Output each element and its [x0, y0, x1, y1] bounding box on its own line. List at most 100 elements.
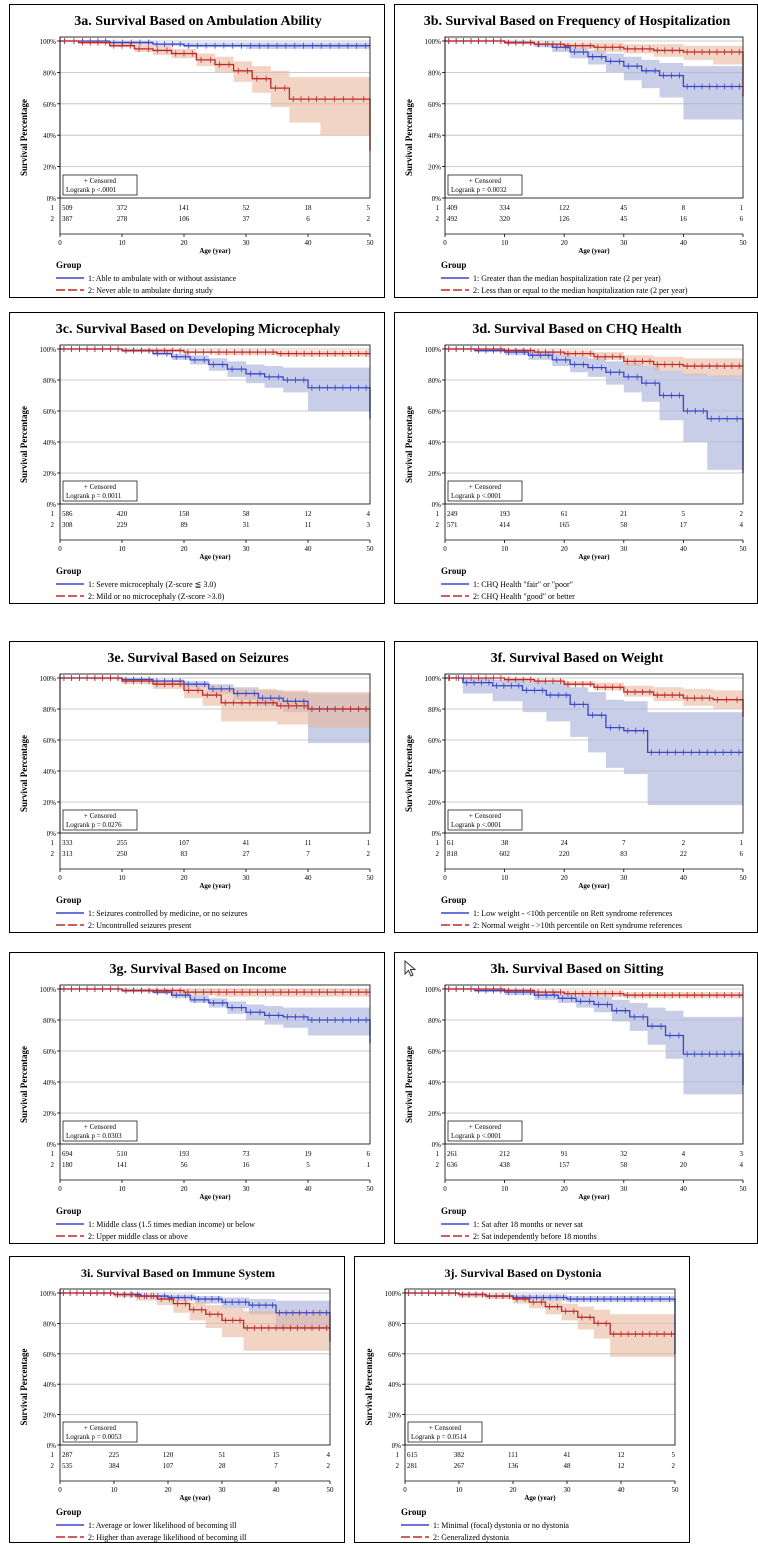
at-risk-group-label: 2 [436, 215, 440, 223]
x-tick-label: 50 [367, 1185, 375, 1193]
at-risk-count: 2 [682, 839, 686, 847]
at-risk-count: 56 [181, 1161, 189, 1169]
at-risk-count: 193 [499, 510, 510, 518]
legend-entry: 1: CHQ Health "fair" or "poor" [473, 580, 573, 589]
at-risk-count: 180 [62, 1161, 73, 1169]
x-tick-label: 40 [680, 545, 688, 553]
legend-title: Group [56, 566, 81, 576]
confidence-band-group-2 [60, 678, 370, 728]
x-tick-label: 10 [456, 1486, 464, 1494]
y-tick-label: 100% [40, 1290, 57, 1298]
at-risk-count: 278 [117, 215, 128, 223]
chart-panel-3i: 3i. Survival Based on Immune System 0% 20%… [9, 1256, 345, 1543]
at-risk-count: 4 [367, 510, 371, 518]
x-tick-label: 30 [620, 239, 628, 247]
at-risk-count: 586 [62, 510, 73, 518]
chart-title: 3e. Survival Based on Seizures [107, 651, 289, 666]
at-risk-count: 1 [367, 1161, 371, 1169]
y-tick-label: 80% [428, 1017, 441, 1025]
x-tick-label: 0 [443, 545, 447, 553]
censor-logrank-box [62, 480, 138, 502]
x-axis-label: Age (year) [578, 247, 610, 255]
at-risk-count: 409 [447, 204, 458, 212]
at-risk-count: 7 [622, 839, 626, 847]
legend-entry: 2: Mild or no microcephaly (Z-score >3.0… [88, 592, 225, 601]
at-risk-count: 12 [305, 510, 313, 518]
x-axis-label: Age (year) [199, 1193, 231, 1201]
x-tick-label: 30 [620, 545, 628, 553]
at-risk-count: 420 [117, 510, 128, 518]
y-tick-label: 60% [428, 737, 441, 745]
y-tick-label: 100% [385, 1290, 402, 1298]
x-tick-label: 40 [680, 874, 688, 882]
at-risk-count: 212 [499, 1150, 510, 1158]
at-risk-count: 18 [305, 204, 313, 212]
legend-entry: 2: Uncontrolled seizures present [88, 921, 192, 930]
x-axis-label: Age (year) [199, 247, 231, 255]
at-risk-count: 267 [454, 1462, 465, 1470]
chart-title: 3d. Survival Based on CHQ Health [472, 322, 681, 337]
censor-logrank-box [447, 809, 523, 831]
survival-chart-3f: 3f. Survival Based on Weight 0% 20% 40% 60% 8… [404, 651, 747, 930]
survival-line-group-2 [445, 348, 743, 367]
at-risk-count: 225 [109, 1451, 120, 1459]
logrank-label: Logrank p = 0.0514 [411, 1433, 467, 1441]
at-risk-count: 45 [620, 215, 628, 223]
x-tick-label: 0 [443, 874, 447, 882]
at-risk-count: 2 [740, 510, 744, 518]
x-tick-label: 40 [305, 1185, 313, 1193]
at-risk-count: 602 [499, 850, 510, 858]
x-axis-label: Age (year) [578, 553, 610, 561]
y-tick-label: 100% [40, 346, 57, 354]
at-risk-count: 107 [179, 839, 190, 847]
logrank-label: Logrank p <.0001 [451, 492, 502, 500]
survival-line-group-2 [445, 677, 744, 717]
y-tick-label: 20% [43, 799, 56, 807]
x-tick-label: 50 [327, 1486, 335, 1494]
legend-entry: 1: Seizures controlled by medicine, or n… [88, 909, 248, 918]
confidence-band-group-2 [445, 349, 743, 377]
censored-label: + Censored [469, 483, 502, 491]
y-axis-label: Survival Percentage [364, 1348, 374, 1425]
x-tick-label: 50 [672, 1486, 680, 1494]
at-risk-count: 21 [620, 510, 628, 518]
legend-entry: 2: Sat independently before 18 months [473, 1232, 597, 1241]
at-risk-group-label: 1 [436, 839, 440, 847]
x-tick-label: 0 [58, 1185, 62, 1193]
logrank-label: Logrank p <.0001 [451, 821, 502, 829]
legend-title: Group [441, 566, 466, 576]
at-risk-count: 2 [367, 850, 371, 858]
y-tick-label: 100% [40, 38, 57, 46]
at-risk-count: 510 [117, 1150, 128, 1158]
x-tick-label: 50 [740, 239, 748, 247]
legend-entry: 2: Less than or equal to the median hosp… [473, 286, 688, 295]
x-axis-label: Age (year) [524, 1494, 556, 1502]
at-risk-group-label: 1 [436, 510, 440, 518]
at-risk-count: 52 [243, 204, 251, 212]
legend-entry: 2: CHQ Health "good" or better [473, 592, 575, 601]
at-risk-count: 2 [367, 215, 371, 223]
at-risk-count: 535 [62, 1462, 73, 1470]
at-risk-count: 73 [243, 1150, 251, 1158]
at-risk-count: 32 [620, 1150, 628, 1158]
survival-line-group-2 [60, 40, 371, 151]
x-tick-label: 0 [443, 239, 447, 247]
at-risk-count: 22 [680, 850, 688, 858]
x-tick-label: 40 [305, 239, 313, 247]
survival-line-group-1 [445, 988, 744, 1086]
legend-entry: 2: Upper middle class or above [88, 1232, 188, 1241]
at-risk-count: 4 [740, 521, 744, 529]
legend-entry: 2: Never able to ambulate during study [88, 286, 213, 295]
censored-label: + Censored [84, 483, 117, 491]
at-risk-count: 313 [62, 850, 73, 858]
at-risk-count: 20 [680, 1161, 688, 1169]
y-tick-label: 40% [428, 1079, 441, 1087]
censor-logrank-box [447, 480, 523, 502]
x-tick-label: 40 [680, 239, 688, 247]
at-risk-count: 249 [447, 510, 458, 518]
chart-title: 3c. Survival Based on Developing Microce… [56, 322, 340, 337]
y-tick-label: 60% [428, 1048, 441, 1056]
x-tick-label: 50 [367, 239, 375, 247]
at-risk-count: 37 [243, 215, 251, 223]
at-risk-count: 157 [559, 1161, 570, 1169]
